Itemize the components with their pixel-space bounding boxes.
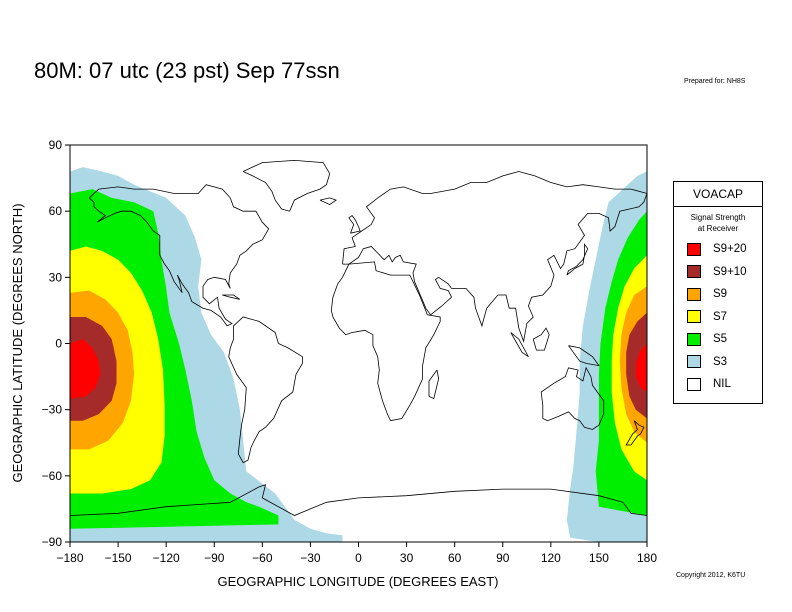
x-tick-label: −120 <box>153 551 180 565</box>
legend-swatch <box>687 265 701 279</box>
coastline-south-america <box>228 316 303 464</box>
x-tick-label: 150 <box>589 551 609 565</box>
y-tick-label: 90 <box>49 138 63 152</box>
legend-label: S3 <box>713 355 728 368</box>
coastline-madagascar <box>428 369 440 400</box>
legend-item: NIL <box>674 373 762 396</box>
y-tick-label: 30 <box>49 270 63 284</box>
x-tick-label: 120 <box>541 551 561 565</box>
legend-label: S9+20 <box>713 243 747 256</box>
coastline-eurasia <box>342 171 647 343</box>
coastline-borneo <box>532 327 550 351</box>
x-axis: −180 −150 −120 −90 −60 −30 0 30 60 90 120 150 180 <box>56 542 657 565</box>
coastlines <box>70 159 647 516</box>
legend-label: NIL <box>713 378 731 391</box>
x-tick-label: −30 <box>300 551 321 565</box>
legend-label: S9 <box>713 288 728 301</box>
x-tick-label: 30 <box>400 551 414 565</box>
legend-item: S9+10 <box>674 261 762 284</box>
legend-items: S9+20 S9+10 S9 S7 S5 S3 NIL <box>674 238 762 396</box>
zone-s9-20-11 <box>635 343 647 392</box>
y-tick-label: 60 <box>49 204 63 218</box>
legend-subtitle: Signal Strength at Receiver <box>690 213 746 233</box>
x-tick-label: −90 <box>204 551 225 565</box>
legend-item: S9+20 <box>674 238 762 261</box>
coastline-australia <box>540 366 605 430</box>
y-axis-label: GEOGRAPHIC LATITUDE (DEGREES NORTH) <box>10 203 25 482</box>
y-tick-label: −30 <box>42 403 63 417</box>
coastline-new-zealand <box>625 420 645 446</box>
legend-swatch <box>687 242 701 256</box>
legend-item: S3 <box>674 351 762 374</box>
coastline-iceland <box>319 197 337 206</box>
coastline-uk <box>348 215 361 234</box>
legend-item: S7 <box>674 306 762 329</box>
chart-title: 80M: 07 utc (23 pst) Sep 77ssn <box>34 58 340 83</box>
x-tick-label: −150 <box>105 551 132 565</box>
prepared-for-label: Prepared for: NH8S <box>684 78 746 85</box>
legend: VOACAP Signal Strength at Receiver S9+20… <box>673 181 763 404</box>
legend-label: S7 <box>713 310 728 323</box>
x-tick-label: −60 <box>252 551 273 565</box>
legend-swatch <box>687 377 701 391</box>
legend-label: S9+10 <box>713 265 747 278</box>
x-tick-label: 60 <box>448 551 462 565</box>
coastline-sumatra <box>510 332 529 358</box>
legend-swatch <box>687 310 701 324</box>
copyright-label: Copyright 2012, K6TU <box>676 572 746 579</box>
x-tick-label: 180 <box>637 551 657 565</box>
legend-title: VOACAP <box>674 182 762 207</box>
legend-item: S9 <box>674 283 762 306</box>
coastline-north-america <box>88 184 270 327</box>
y-axis: −90 −60 −30 0 30 60 90 <box>42 138 70 549</box>
zone-s9-20-10 <box>70 339 101 399</box>
legend-swatch <box>687 332 701 346</box>
coastline-antarctica <box>70 484 647 516</box>
y-tick-label: −90 <box>42 535 63 549</box>
coastline-africa <box>330 261 441 422</box>
legend-swatch <box>687 287 701 301</box>
legend-item: S5 <box>674 328 762 351</box>
y-tick-label: 0 <box>55 337 62 351</box>
coastline-greenland <box>242 159 331 212</box>
coastline-cuba <box>222 294 241 300</box>
x-tick-label: 0 <box>355 551 362 565</box>
legend-label: S5 <box>713 333 728 346</box>
coastline-new-guinea <box>568 345 600 367</box>
coastline-japan <box>566 243 589 276</box>
x-tick-label: 90 <box>496 551 510 565</box>
x-tick-label: −180 <box>56 551 83 565</box>
legend-swatch <box>687 355 701 369</box>
signal-zones <box>70 167 647 542</box>
y-tick-label: −60 <box>42 469 63 483</box>
x-axis-label: GEOGRAPHIC LONGITUDE (DEGREES EAST) <box>218 574 499 589</box>
